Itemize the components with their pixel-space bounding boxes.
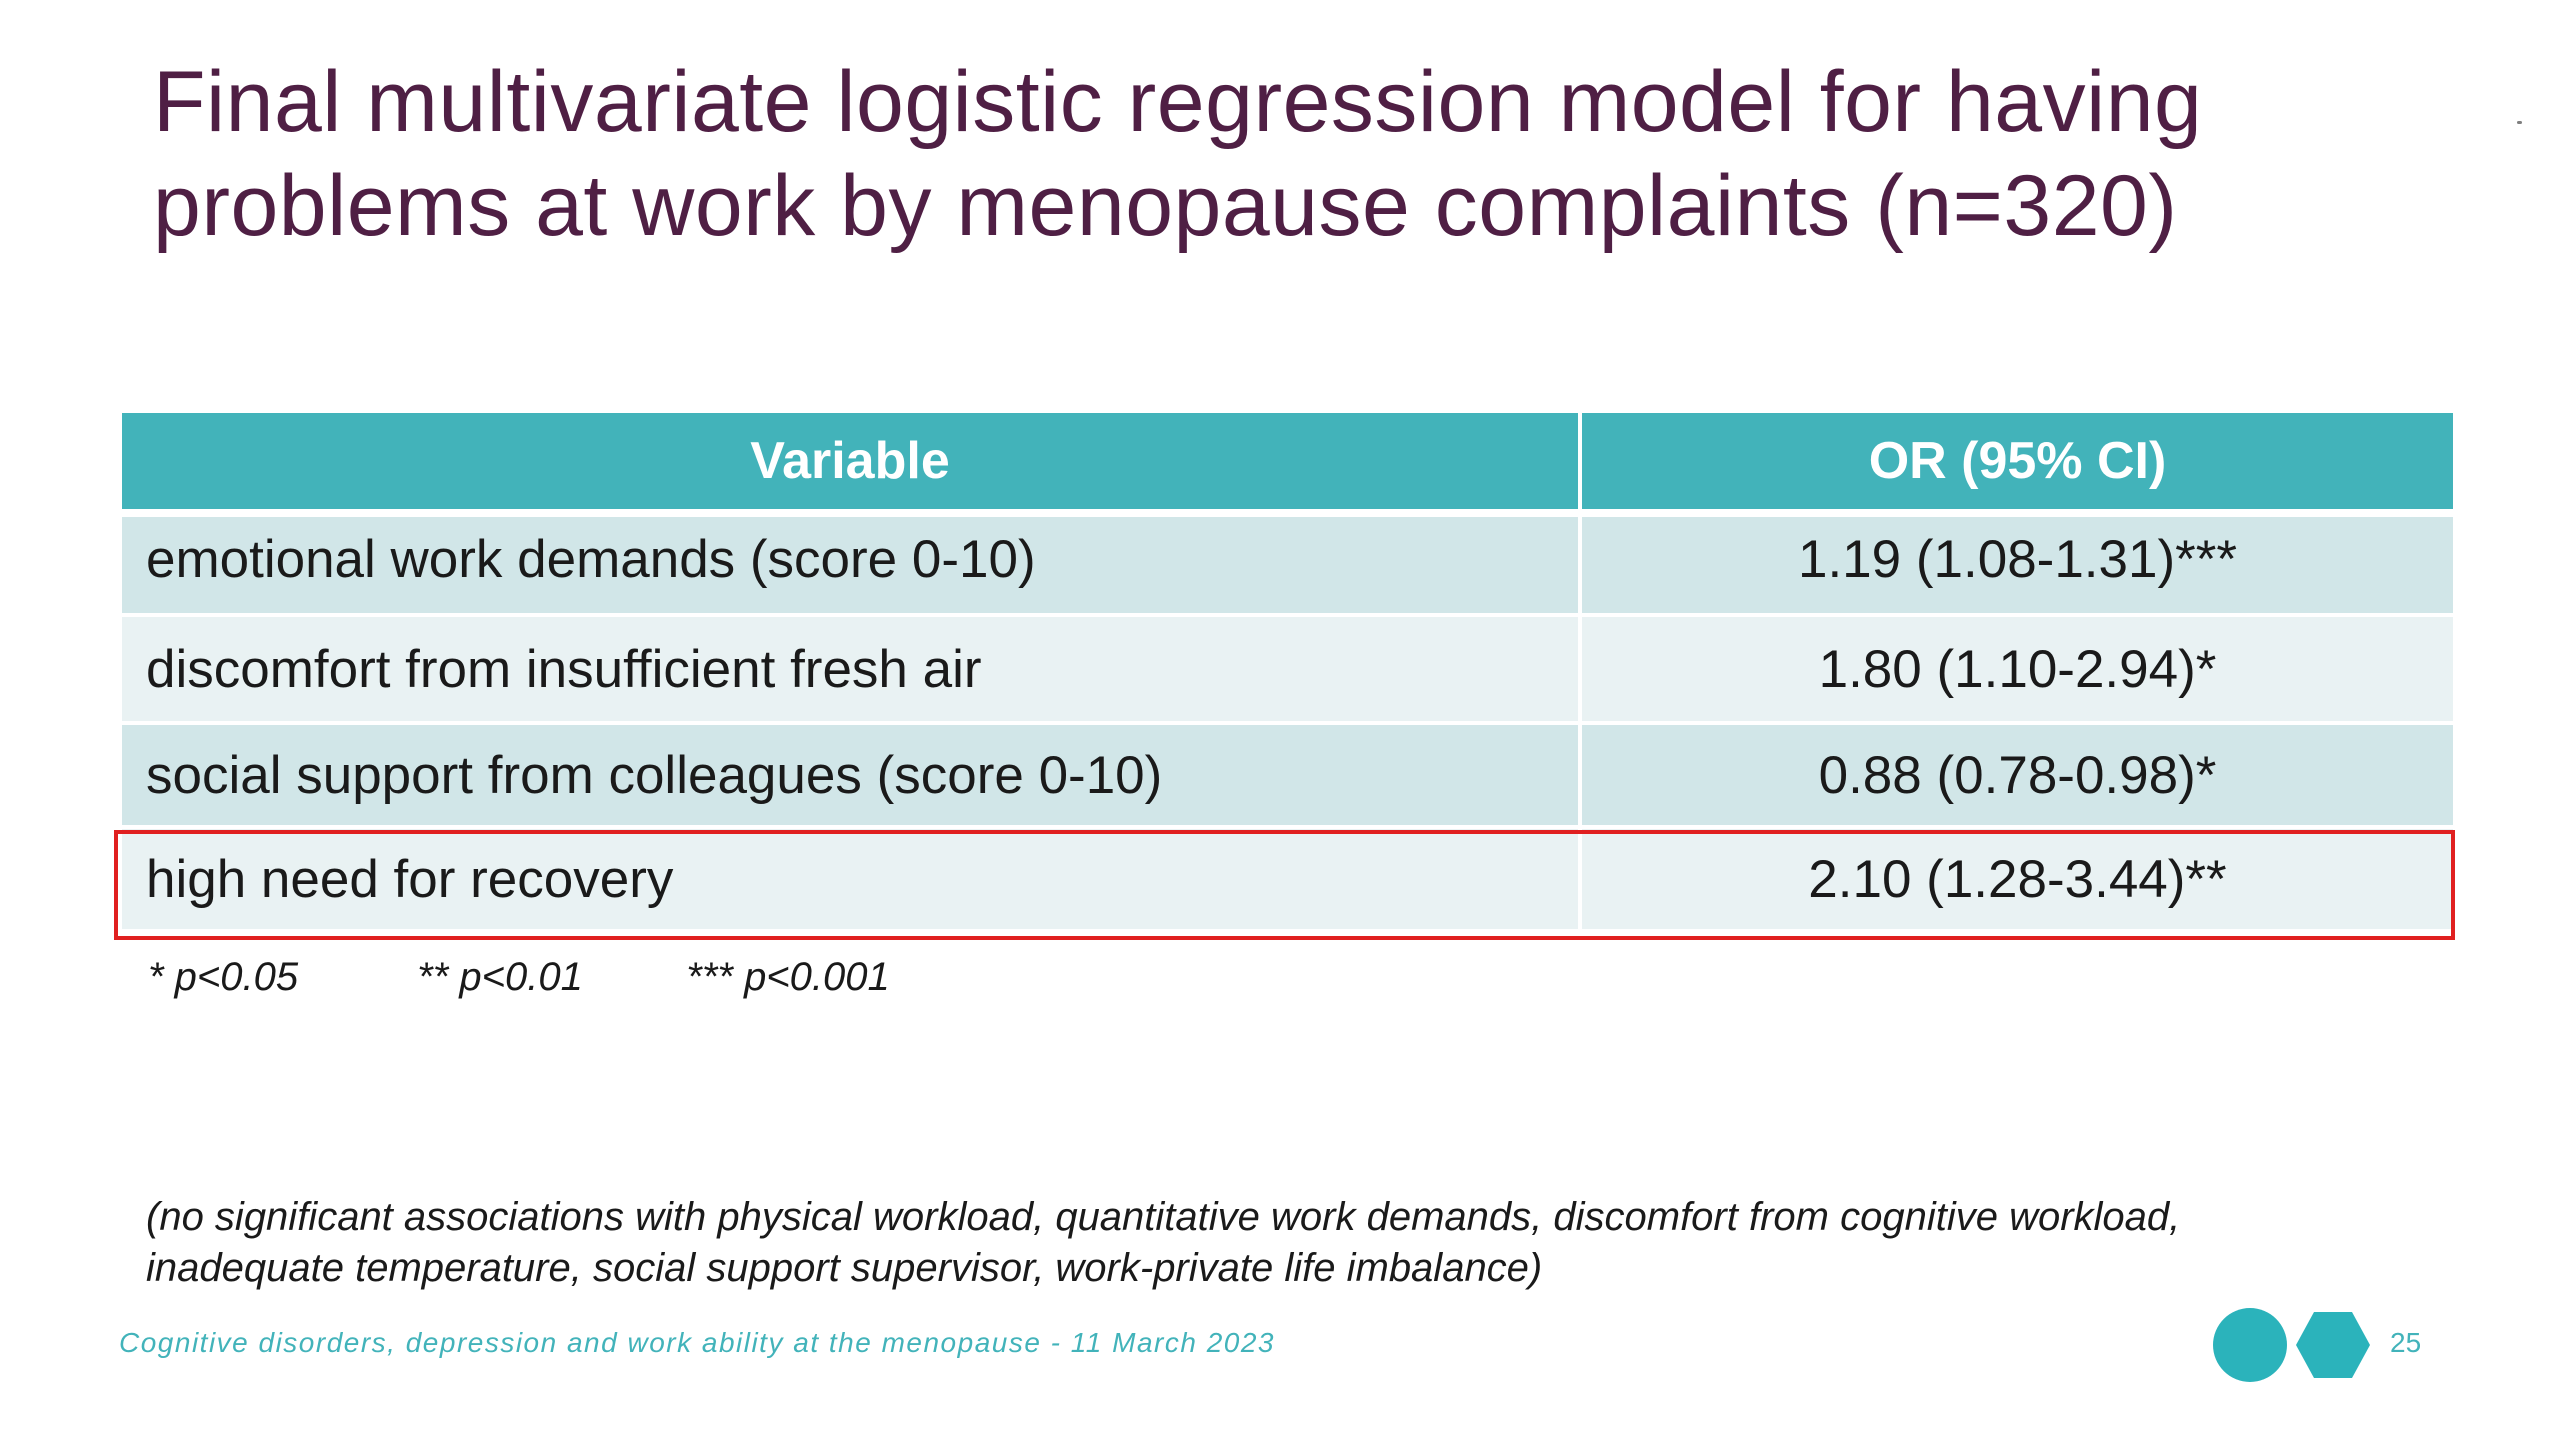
significance-item: * p<0.05 — [148, 955, 299, 999]
variable-cell: social support from colleagues (score 0-… — [122, 725, 1582, 829]
or-cell: 0.88 (0.78-0.98)* — [1582, 725, 2453, 829]
significance-item: *** p<0.001 — [686, 955, 890, 999]
circle-and-hexagon-logo-icon — [2213, 1308, 2370, 1382]
variable-cell: high need for recovery — [122, 829, 1582, 933]
footer-text: Cognitive disorders, depression and work… — [119, 1327, 1275, 1358]
or-cell: 1.80 (1.10-2.94)* — [1582, 617, 2453, 725]
title-line-2: problems at work by menopause complaints… — [153, 158, 2178, 254]
slide-title: Final multivariate logistic regression m… — [153, 50, 2353, 258]
table-row: emotional work demands (score 0-10) 1.19… — [122, 517, 2453, 617]
or-cell: 2.10 (1.28-3.44)** — [1582, 829, 2453, 933]
table-header-row: Variable OR (95% CI) — [122, 413, 2453, 517]
footnote-line-1: (no significant associations with physic… — [146, 1195, 2181, 1239]
title-line-1: Final multivariate logistic regression m… — [153, 54, 2203, 150]
variable-cell: discomfort from insufficient fresh air — [122, 617, 1582, 725]
table-row: discomfort from insufficient fresh air 1… — [122, 617, 2453, 725]
significance-legend: * p<0.05 ** p<0.01 *** p<0.001 — [148, 955, 890, 1000]
significance-item: ** p<0.01 — [417, 955, 583, 999]
header-variable: Variable — [122, 413, 1582, 517]
table-row: social support from colleagues (score 0-… — [122, 725, 2453, 829]
regression-table: Variable OR (95% CI) emotional work dema… — [122, 413, 2453, 933]
table-row-highlighted: high need for recovery 2.10 (1.28-3.44)*… — [122, 829, 2453, 933]
variable-cell: emotional work demands (score 0-10) — [122, 517, 1582, 617]
or-cell: 1.19 (1.08-1.31)*** — [1582, 517, 2453, 617]
corner-mark — [2517, 121, 2522, 124]
header-or-ci: OR (95% CI) — [1582, 413, 2453, 517]
logo-circle — [2213, 1308, 2287, 1382]
footnote: (no significant associations with physic… — [146, 1192, 2446, 1294]
logo-hexagon — [2296, 1312, 2370, 1378]
footnote-line-2: inadequate temperature, social support s… — [146, 1246, 1543, 1290]
page-number: 25 — [2390, 1327, 2422, 1358]
